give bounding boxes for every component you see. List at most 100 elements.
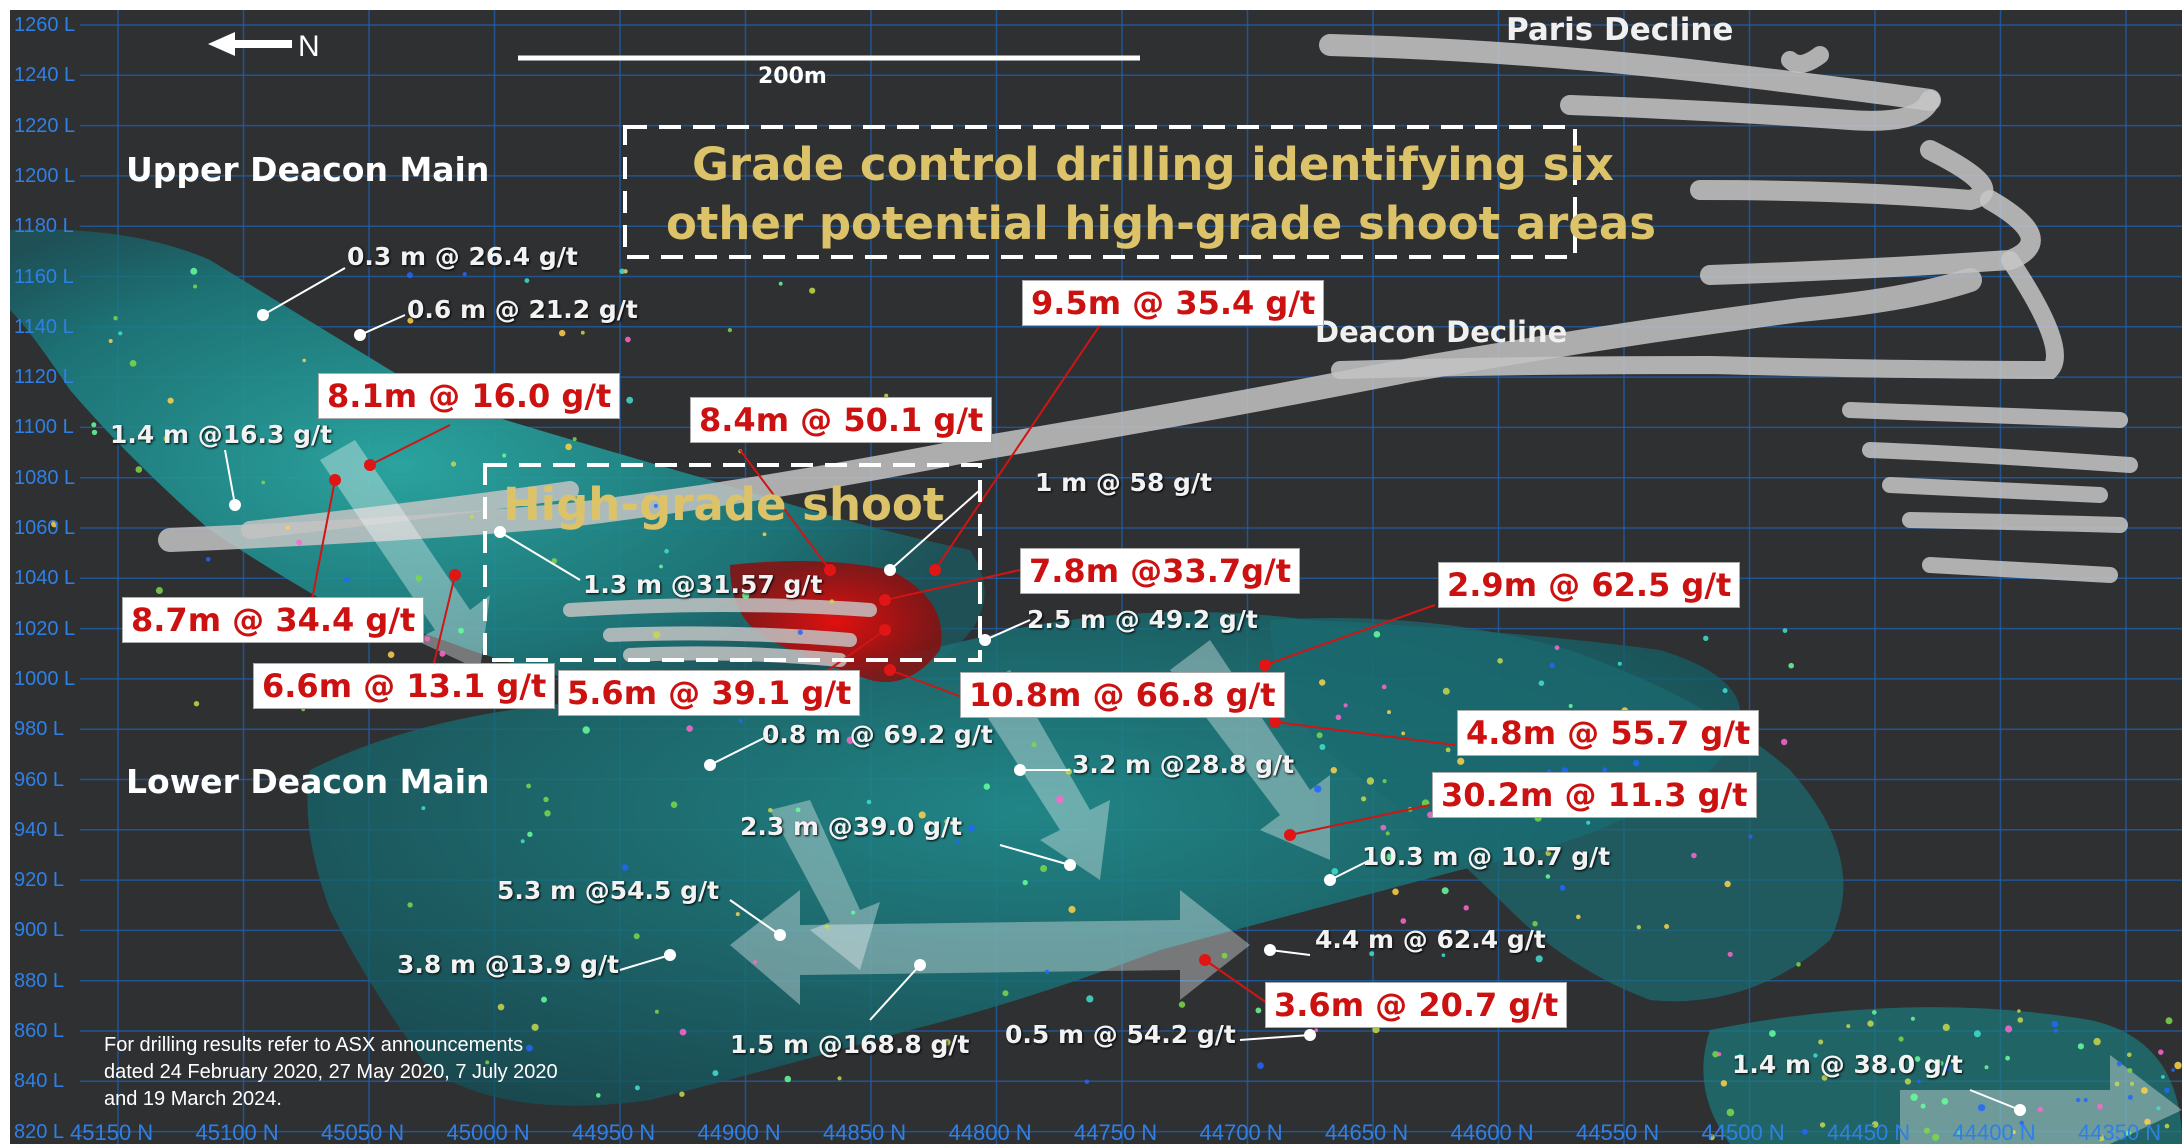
intercept-label-high-grade: 4.8m @ 55.7 g/t: [1457, 710, 1760, 756]
drill-pierce-point: [727, 328, 733, 333]
drill-pierce-point: [2053, 1028, 2058, 1033]
drill-pierce-point: [944, 819, 950, 825]
elevation-label: 940 L: [14, 818, 65, 841]
drill-pierce-point: [679, 1028, 687, 1036]
drill-pierce-point: [2171, 1068, 2175, 1072]
northing-label: 44650 N: [1325, 1120, 1409, 1144]
intercept-label-high-grade: 2.9m @ 62.5 g/t: [1438, 562, 1741, 608]
drill-pierce-point: [580, 330, 585, 335]
intercept-label-high-grade: 8.4m @ 50.1 g/t: [690, 397, 993, 443]
elevation-label: 1080 L: [14, 466, 76, 489]
drill-pierce-point: [1871, 1121, 1879, 1128]
drill-pierce-point: [1568, 704, 1573, 708]
zone-upper-deacon-main: Upper Deacon Main: [126, 150, 490, 189]
elevation-label: 1000 L: [14, 667, 76, 690]
drill-pierce-point: [1920, 1103, 1926, 1109]
drill-pierce-point: [91, 422, 97, 428]
drill-pierce-point: [1942, 1023, 1950, 1031]
drill-pierce-point: [1717, 1052, 1722, 1057]
drill-pierce-point: [2019, 1120, 2024, 1126]
drill-pierce-point: [653, 503, 658, 508]
drill-pierce-point: [1545, 850, 1552, 856]
drill-pierce-point: [742, 591, 750, 600]
drill-pierce-point: [1427, 811, 1434, 818]
drill-pierce-point: [659, 564, 663, 569]
drill-pierce-point: [551, 558, 558, 564]
drill-pierce-point: [652, 631, 661, 639]
drill-pierce-point: [1319, 679, 1326, 686]
drill-pierce-point: [1044, 969, 1050, 975]
drill-pierce-point: [1727, 951, 1733, 957]
intercept-label-high-grade: 30.2m @ 11.3 g/t: [1432, 772, 1757, 818]
northing-label: 44900 N: [697, 1120, 781, 1144]
drill-pierce-point: [167, 397, 174, 404]
drill-pierce-point: [1343, 703, 1348, 708]
drill-pierce-point: [1788, 662, 1794, 669]
drill-pierce-point: [1712, 1051, 1719, 1058]
drill-pierce-point: [1457, 757, 1465, 765]
drill-pierce-point: [1031, 741, 1037, 748]
drill-pierce-point: [1497, 658, 1503, 664]
drill-pierce-point: [768, 807, 773, 813]
drill-pierce-point: [1385, 853, 1393, 861]
northing-label: 45000 N: [446, 1120, 530, 1144]
drill-pierce-point: [2005, 1055, 2010, 1061]
drill-pierce-point: [762, 532, 767, 537]
arrow-left-icon: [208, 32, 292, 56]
drill-pierce-point: [1441, 953, 1446, 957]
drill-pierce-point: [531, 1023, 539, 1031]
drill-pierce-point: [296, 539, 303, 546]
drill-pierce-point: [520, 839, 525, 844]
drill-pierce-point: [421, 806, 426, 811]
drill-pierce-point: [2083, 1098, 2088, 1102]
drill-pierce-point: [1547, 769, 1551, 773]
drill-pierce-point: [1084, 1079, 1090, 1084]
drill-pierce-point: [846, 736, 854, 744]
drill-pierce-point: [2164, 1123, 2170, 1129]
intercept-label-high-grade: 8.7m @ 34.4 g/t: [122, 597, 425, 643]
drill-pierce-point: [407, 317, 414, 324]
drill-pierce-point: [626, 396, 634, 404]
drill-pierce-point: [2114, 1081, 2120, 1087]
drill-pierce-point: [918, 811, 926, 819]
intercept-label-high-grade: 6.6m @ 13.1 g/t: [253, 663, 556, 709]
drill-pierce-point: [1781, 738, 1788, 746]
drill-pierce-point: [1445, 747, 1451, 753]
elevation-label: 880 L: [14, 969, 65, 992]
drill-pierce-point: [406, 272, 413, 279]
drill-pierce-point: [1380, 824, 1387, 831]
drilling-results-note: For drilling results refer to ASX announ…: [104, 1034, 558, 1110]
drill-pierce-point: [1463, 905, 1469, 911]
drill-pierce-point: [654, 1009, 659, 1014]
drill-pierce-point: [1586, 820, 1591, 825]
drill-pierce-point: [2165, 1017, 2173, 1025]
intercept-label: 1.3 m @31.57 g/t: [583, 570, 823, 599]
drill-pierce-point: [1726, 1108, 1735, 1117]
drill-pierce-point: [1331, 868, 1339, 875]
intercept-label-high-grade: 10.8m @ 66.8 g/t: [960, 672, 1285, 718]
drill-pierce-point: [1086, 995, 1094, 1003]
drill-pierce-point: [1813, 1053, 1818, 1058]
intercept-label: 2.3 m @39.0 g/t: [740, 812, 963, 841]
intercept-label: 0.6 m @ 21.2 g/t: [407, 295, 638, 324]
drill-pierce-point: [572, 437, 577, 442]
intercept-label: 5.3 m @54.5 g/t: [497, 876, 720, 905]
intercept-label: 1.4 m @16.3 g/t: [110, 420, 333, 449]
drill-pierce-point: [2141, 1087, 2148, 1094]
drill-pierce-point: [1867, 1020, 1874, 1027]
drill-pierce-point: [1366, 777, 1375, 785]
intercept-label: 1.5 m @168.8 g/t: [730, 1030, 970, 1059]
drill-pierce-point: [462, 272, 467, 277]
drill-pierce-point: [1846, 1024, 1851, 1029]
drill-pierce-point: [735, 912, 740, 917]
drill-pierce-point: [527, 831, 533, 837]
drill-pierce-point: [1040, 865, 1048, 872]
drill-pierce-point: [1973, 1030, 1981, 1038]
northing-label: 44700 N: [1199, 1120, 1283, 1144]
northing-label: 44400 N: [1952, 1120, 2036, 1144]
drill-pierce-point: [851, 910, 856, 915]
northing-label: 44500 N: [1701, 1120, 1785, 1144]
drill-pierce-point: [1664, 924, 1670, 929]
drill-pierce-point: [829, 599, 835, 604]
drill-pierce-point: [2077, 1043, 2084, 1050]
